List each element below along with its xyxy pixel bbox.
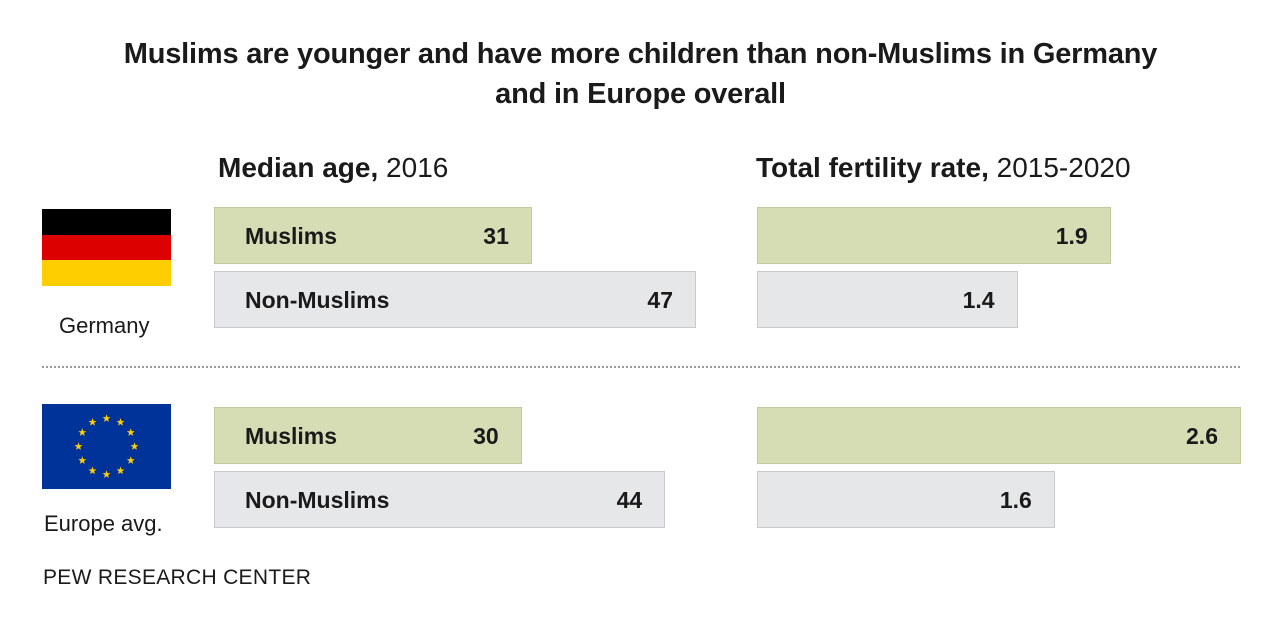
bar-germany-muslims-median-age: Muslims 31 (214, 207, 532, 264)
flag-stripe-gold (42, 260, 171, 286)
fertility-label: Total fertility rate, (756, 152, 989, 183)
median-age-label: Median age, (218, 152, 379, 183)
eu-star-icon (102, 414, 111, 422)
eu-star-icon (78, 428, 87, 436)
bar-value-label: 1.4 (962, 287, 995, 313)
eu-flag-graphic (42, 404, 171, 489)
bar-europe-muslims-median-age: Muslims 30 (214, 407, 522, 464)
bar-value-label: 30 (473, 423, 499, 449)
bar-series-label: Non-Muslims (245, 487, 390, 513)
bar-germany-muslims-fertility: 1.9 (757, 207, 1111, 264)
bar-value-label: 47 (647, 287, 673, 313)
eu-star-icon (116, 418, 125, 426)
eu-star-icon (126, 428, 135, 436)
germany-flag (42, 209, 171, 286)
bar-europe-non-muslims-median-age: Non-Muslims 44 (214, 471, 666, 528)
bar-germany-non-muslims-fertility: 1.4 (757, 271, 1018, 328)
bar-value-label: 31 (483, 223, 509, 249)
source-credit: PEW RESEARCH CENTER (43, 566, 312, 589)
country-label-germany: Germany (59, 313, 150, 338)
bar-europe-non-muslims-fertility: 1.6 (757, 471, 1055, 528)
median-age-header: Median age, 2016 (218, 152, 448, 184)
bar-series-label: Muslims (245, 423, 338, 449)
eu-star-icon (126, 456, 135, 464)
title-line-2: and in Europe overall (495, 78, 786, 110)
fertility-years: 2015-2020 (996, 152, 1131, 183)
eu-flag (42, 404, 171, 489)
flag-stripe-black (42, 209, 171, 235)
median-age-year: 2016 (386, 152, 449, 183)
bar-europe-muslims-fertility: 2.6 (757, 407, 1241, 464)
bar-value-label: 1.6 (999, 487, 1032, 513)
flag-stripe-red (42, 234, 171, 261)
eu-star-icon (78, 456, 87, 464)
bar-value-label: 2.6 (1186, 423, 1218, 449)
fertility-header: Total fertility rate, 2015-2020 (756, 152, 1131, 184)
eu-star-icon (74, 442, 83, 450)
eu-star-icon (88, 466, 97, 475)
bar-germany-non-muslims-median-age: Non-Muslims 47 (214, 271, 696, 328)
eu-star-icon (102, 470, 111, 478)
country-label-europe: Europe avg. (44, 511, 163, 536)
chart-title: Muslims are younger and have more childr… (0, 34, 1281, 114)
bar-value-label: 44 (616, 487, 643, 513)
bar-value-label: 1.9 (1055, 223, 1088, 249)
eu-star-icon (130, 442, 139, 450)
title-line-1: Muslims are younger and have more childr… (123, 38, 1158, 70)
bar-series-label: Muslims (245, 223, 338, 249)
eu-star-icon (88, 418, 97, 426)
bar-series-label: Non-Muslims (245, 287, 390, 313)
eu-star-icon (116, 466, 125, 475)
section-divider (42, 366, 1240, 368)
